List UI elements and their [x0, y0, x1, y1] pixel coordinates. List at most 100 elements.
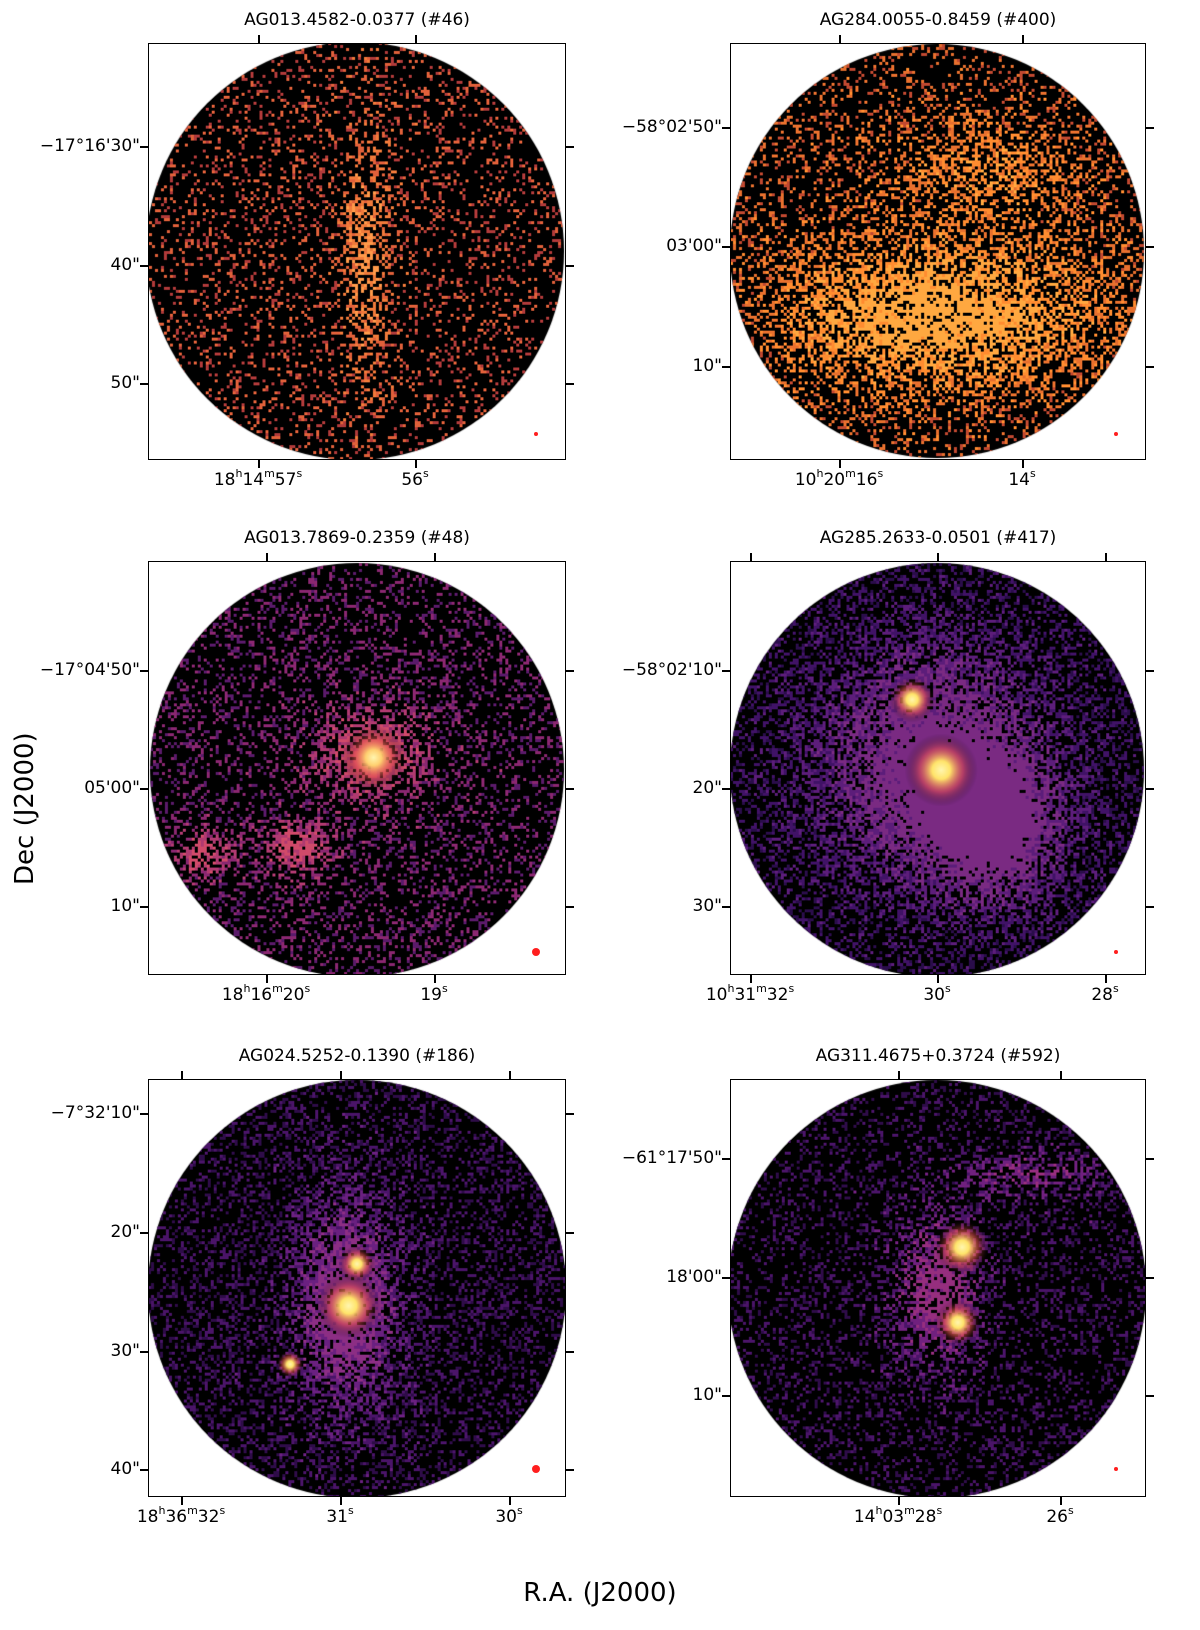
dec-tick — [1146, 1277, 1154, 1279]
ra-tick — [839, 460, 841, 468]
dec-tick — [566, 383, 574, 385]
ra-tick — [181, 1071, 183, 1079]
ra-tick-label: 18h16m20s — [221, 982, 311, 1005]
dec-tick-label: 10" — [110, 896, 140, 916]
ra-tick — [415, 460, 417, 468]
panel-title: AG013.4582-0.0377 (#46) — [244, 10, 470, 30]
panel-title: AG285.2633-0.0501 (#417) — [819, 528, 1057, 548]
ra-tick — [266, 553, 268, 561]
dec-tick-label: 03'00" — [666, 236, 722, 256]
dec-tick-label: −17°16'30" — [39, 136, 140, 156]
dec-tick — [722, 1395, 730, 1397]
dec-tick-label: 20" — [110, 1222, 140, 1242]
ra-tick — [1105, 553, 1107, 561]
x-axis-title: R.A. (J2000) — [523, 1578, 677, 1608]
emission-map — [731, 44, 1145, 459]
dec-tick — [566, 670, 574, 672]
dec-tick — [722, 670, 730, 672]
emission-map — [731, 562, 1145, 974]
dec-tick — [140, 265, 148, 267]
panel-title: AG013.7869-0.2359 (#48) — [244, 528, 470, 548]
dec-tick-label: 30" — [110, 1341, 140, 1361]
dec-tick-label: −58°02'50" — [621, 117, 722, 137]
ra-tick-label: 56s — [401, 467, 429, 490]
panel-frame — [148, 43, 566, 460]
dec-tick — [566, 1232, 574, 1234]
dec-tick — [722, 1277, 730, 1279]
dec-tick — [566, 1113, 574, 1115]
emission-map — [731, 1080, 1145, 1496]
dec-tick-label: 10" — [692, 356, 722, 376]
dec-tick — [566, 265, 574, 267]
dec-tick-label: −61°17'50" — [621, 1148, 722, 1168]
ra-tick-label: 30s — [495, 1504, 523, 1527]
ra-tick — [415, 35, 417, 43]
beam-marker — [532, 1465, 540, 1473]
panel-frame — [148, 1079, 566, 1497]
dec-tick — [722, 127, 730, 129]
dec-tick — [1146, 670, 1154, 672]
ra-tick-label: 10h31m32s — [705, 982, 795, 1005]
ra-tick — [266, 975, 268, 983]
dec-tick — [140, 788, 148, 790]
y-axis-title: Dec (J2000) — [10, 732, 40, 885]
ra-tick — [340, 1071, 342, 1079]
dec-tick-label: 50" — [110, 373, 140, 393]
dec-tick — [722, 246, 730, 248]
dec-tick — [566, 1351, 574, 1353]
ra-tick — [1022, 460, 1024, 468]
panel-frame — [148, 561, 566, 975]
panel-frame — [730, 43, 1146, 460]
dec-tick — [722, 366, 730, 368]
dec-tick-label: 30" — [692, 896, 722, 916]
dec-tick — [566, 146, 574, 148]
panel-title: AG284.0055-0.8459 (#400) — [819, 10, 1057, 30]
dec-tick — [566, 788, 574, 790]
beam-marker — [1114, 950, 1118, 954]
dec-tick — [140, 1232, 148, 1234]
dec-tick-label: 18'00" — [666, 1267, 722, 1287]
ra-tick — [898, 1071, 900, 1079]
ra-tick — [340, 1497, 342, 1505]
dec-tick — [566, 906, 574, 908]
ra-tick — [1105, 975, 1107, 983]
dec-tick — [722, 906, 730, 908]
ra-tick — [258, 35, 260, 43]
panel-title: AG024.5252-0.1390 (#186) — [238, 1046, 476, 1066]
dec-tick — [140, 1351, 148, 1353]
emission-map — [149, 44, 565, 459]
dec-tick — [140, 670, 148, 672]
beam-marker — [532, 948, 540, 956]
dec-tick — [140, 146, 148, 148]
beam-marker — [534, 432, 538, 436]
ra-tick-label: 10h20m16s — [794, 467, 884, 490]
emission-map — [149, 562, 565, 974]
dec-tick-label: 40" — [110, 1459, 140, 1479]
ra-tick — [898, 1497, 900, 1505]
ra-tick — [434, 553, 436, 561]
dec-tick — [140, 1113, 148, 1115]
dec-tick — [566, 1469, 574, 1471]
ra-tick — [750, 553, 752, 561]
emission-map — [149, 1080, 565, 1496]
ra-tick-label: 31s — [326, 1504, 354, 1527]
dec-tick-label: 20" — [692, 778, 722, 798]
ra-tick — [839, 35, 841, 43]
dec-tick — [1146, 1395, 1154, 1397]
dec-tick — [1146, 127, 1154, 129]
panel-title: AG311.4675+0.3724 (#592) — [815, 1046, 1061, 1066]
dec-tick-label: −58°02'10" — [621, 660, 722, 680]
ra-tick — [1022, 35, 1024, 43]
ra-tick-label: 28s — [1091, 982, 1119, 1005]
dec-tick-label: 10" — [692, 1385, 722, 1405]
beam-marker — [1114, 1467, 1118, 1471]
dec-tick — [722, 788, 730, 790]
dec-tick-label: −17°04'50" — [39, 660, 140, 680]
panel-frame — [730, 1079, 1146, 1497]
dec-tick — [1146, 1158, 1154, 1160]
ra-tick-label: 26s — [1046, 1504, 1074, 1527]
ra-tick-label: 18h14m57s — [213, 467, 303, 490]
ra-tick — [181, 1497, 183, 1505]
ra-tick-label: 30s — [923, 982, 951, 1005]
ra-tick-label: 18h36m32s — [136, 1504, 226, 1527]
